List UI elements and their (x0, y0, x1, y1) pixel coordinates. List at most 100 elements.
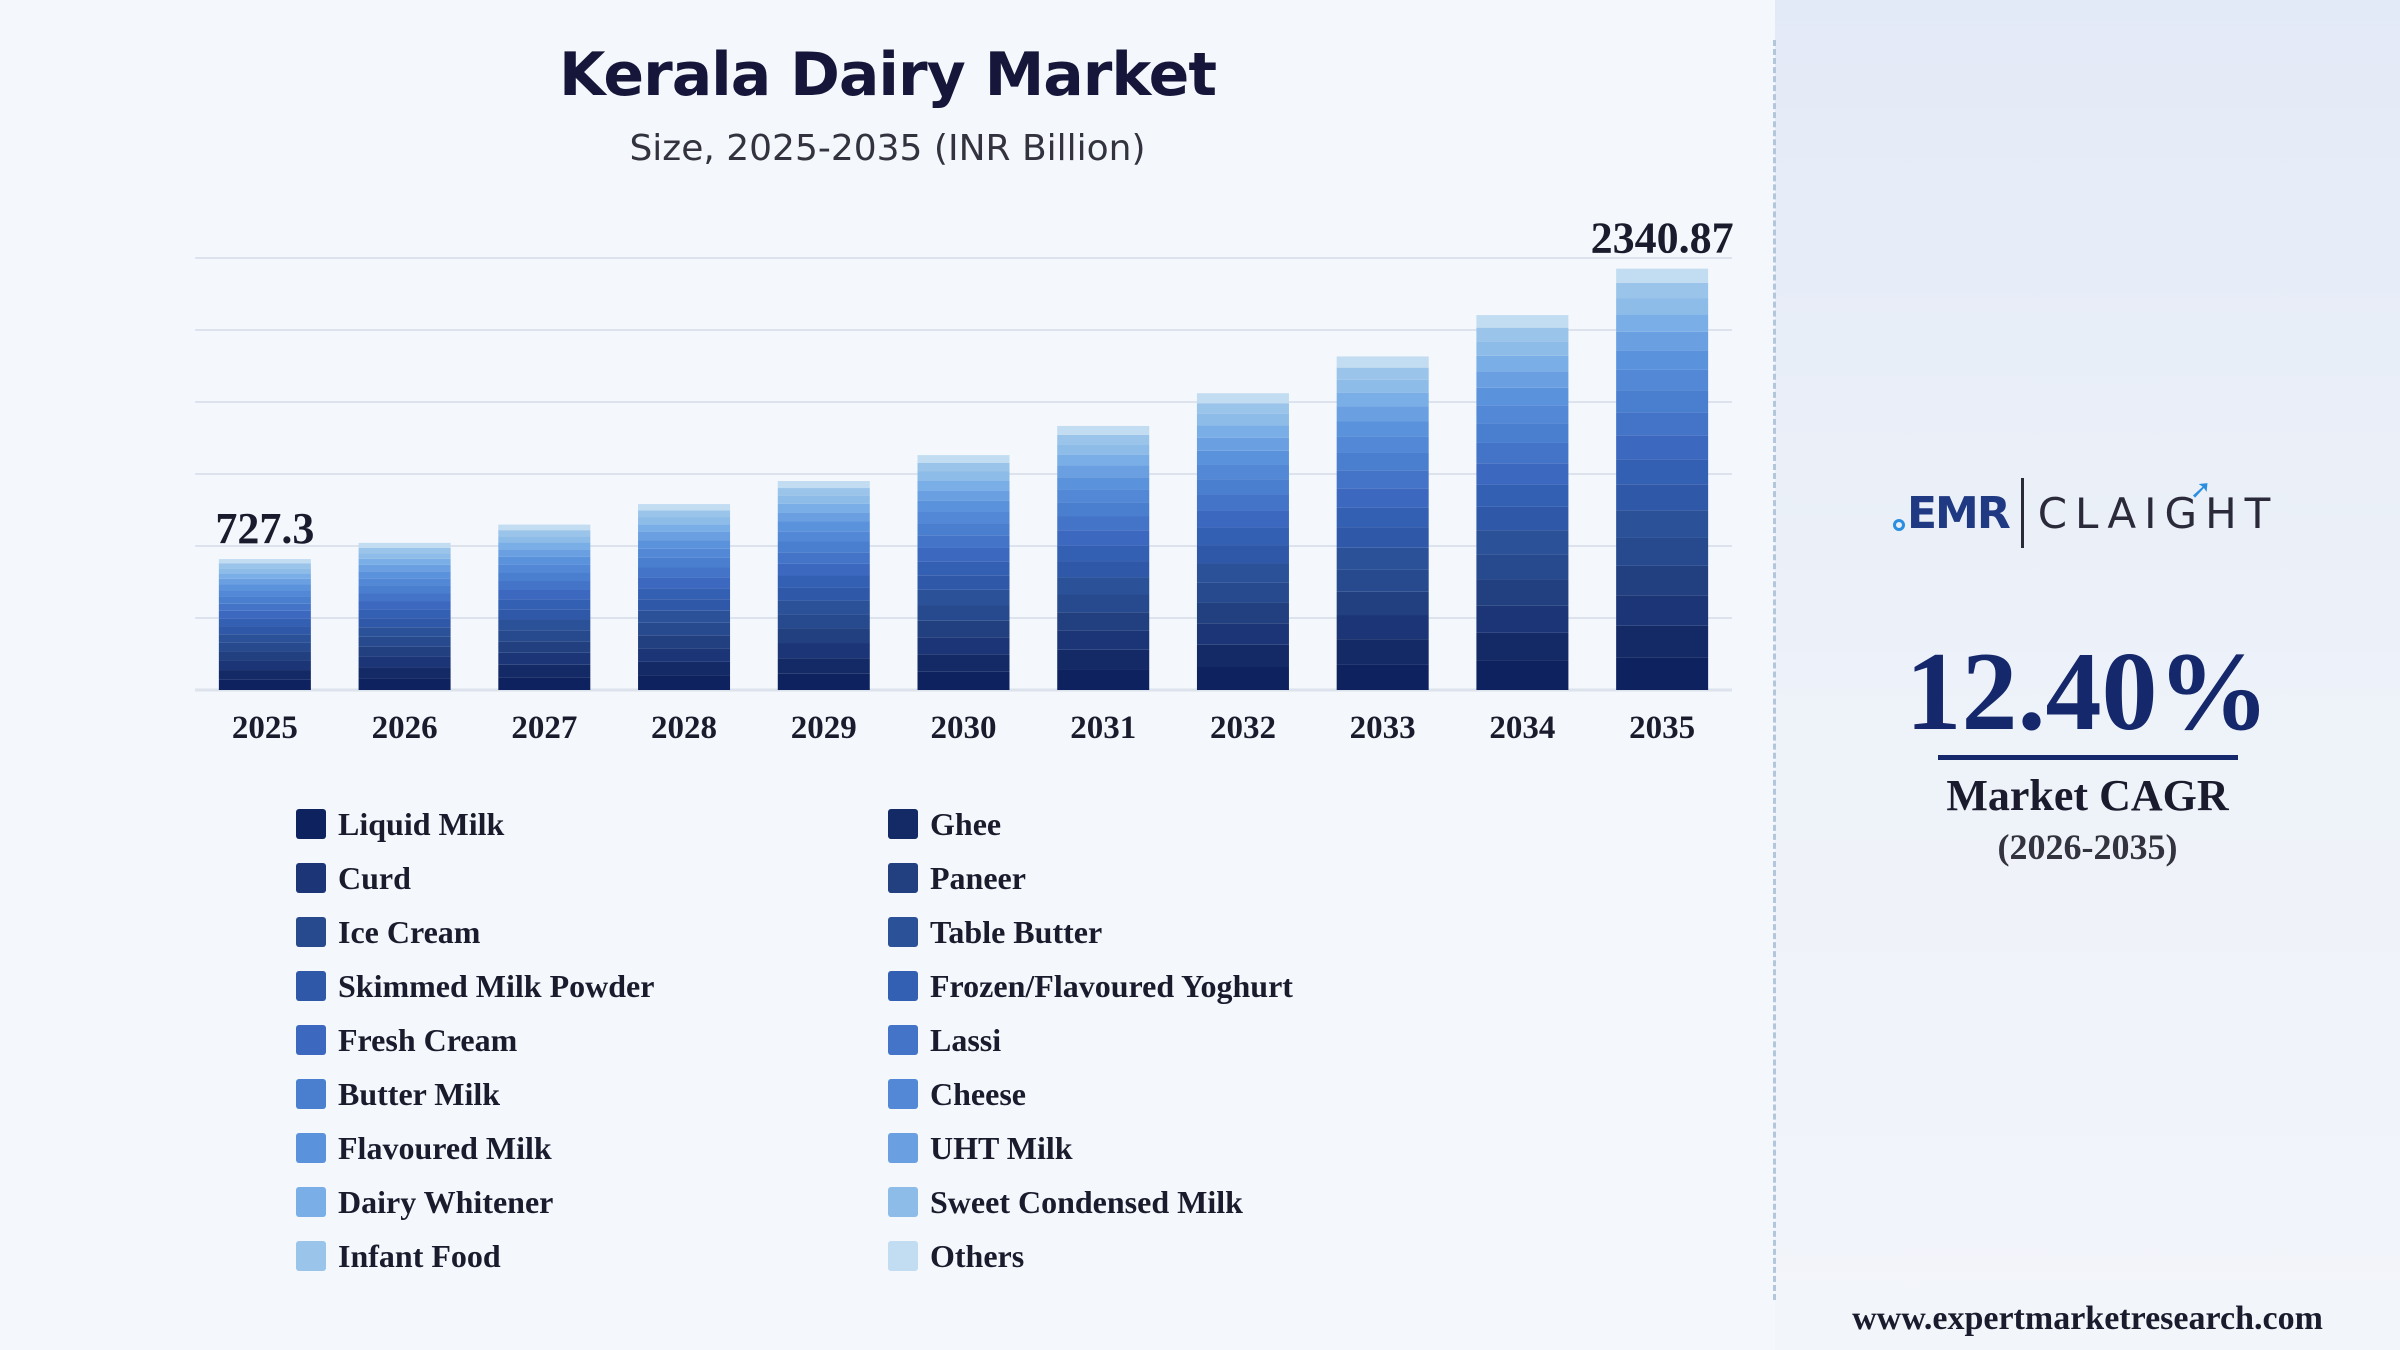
x-tick-label: 2032 (1210, 710, 1276, 746)
legend-swatch (888, 917, 918, 947)
bar-segment (218, 660, 311, 671)
bar-segment (1616, 369, 1709, 391)
legend-swatch (296, 1079, 326, 1109)
bar-segment (917, 480, 1010, 491)
bar-segment (358, 593, 451, 602)
bar-segment (638, 524, 731, 532)
bar-segment (358, 553, 451, 559)
bar-segment (1616, 282, 1709, 299)
bar-segment (638, 557, 731, 568)
bar-segment (638, 675, 731, 690)
bar-segment (777, 503, 870, 513)
bar-segment (777, 600, 870, 615)
bar-segment (1476, 605, 1569, 633)
bar-segment (777, 587, 870, 601)
bar-segment (1476, 632, 1569, 661)
bar-2028 (638, 504, 731, 690)
bar-segment (1196, 527, 1289, 546)
bar-segment (777, 531, 870, 542)
legend-swatch (296, 1133, 326, 1163)
bar-segment (917, 589, 1010, 606)
bar-segment (498, 664, 591, 678)
bar-segment (638, 504, 731, 511)
website-link[interactable]: www.expertmarketresearch.com (1852, 1300, 2323, 1337)
bar-segment (218, 634, 311, 643)
bar-segment (1057, 477, 1150, 490)
bar-segment (1057, 454, 1150, 466)
legend-label: Sweet Condensed Milk (930, 1183, 1243, 1220)
bar-segment (1476, 341, 1569, 356)
bar-segment (1336, 488, 1429, 508)
bar-segment (1057, 561, 1150, 578)
bar-segment (638, 517, 731, 525)
bar-segment (1336, 547, 1429, 570)
bar-segment (1196, 666, 1289, 690)
legend-label: Skimmed Milk Powder (338, 967, 655, 1004)
legend-label: UHT Milk (930, 1129, 1073, 1166)
bar-segment (777, 481, 870, 489)
legend-swatch (888, 1079, 918, 1109)
bar-segment (1336, 591, 1429, 616)
bar-segment (358, 627, 451, 637)
legend-swatch (296, 917, 326, 947)
bar-segment (917, 462, 1010, 472)
bar-segment (218, 590, 311, 597)
bar-segment (1336, 379, 1429, 393)
bar-segment (1476, 660, 1569, 690)
bar-segment (1336, 615, 1429, 640)
bar-segment (1336, 356, 1429, 368)
legend-label: Butter Milk (338, 1075, 501, 1112)
bar-segment (1196, 644, 1289, 667)
bar-segment (218, 568, 311, 574)
bar-segment (358, 609, 451, 619)
bar-segment (917, 535, 1010, 548)
legend-swatch (888, 1025, 918, 1055)
bar-segment (498, 572, 591, 582)
bar-segment (218, 670, 311, 680)
legend-item: Table Butter (888, 914, 1102, 950)
legend-item: Frozen/Flavoured Yoghurt (888, 968, 1293, 1004)
bar-segment (777, 673, 870, 690)
bar-segment (498, 589, 591, 600)
bar-2029 (777, 481, 870, 690)
bar-segment (917, 455, 1010, 463)
legend-label: Curd (338, 859, 411, 896)
bar-segment (358, 656, 451, 668)
bar-segment (498, 630, 591, 642)
legend-item: Liquid Milk (296, 806, 504, 842)
bar-segment (1057, 612, 1150, 631)
bar-segment (358, 547, 451, 554)
bar-segment (218, 651, 311, 661)
bar-2030 (917, 455, 1010, 690)
bar-segment (777, 552, 870, 564)
bar-segment (777, 541, 870, 553)
bar-segment (1336, 507, 1429, 528)
legend-label: Liquid Milk (338, 805, 505, 842)
legend-item: Paneer (888, 860, 1026, 896)
bar-segment (917, 561, 1010, 576)
legend-swatch (296, 1025, 326, 1055)
bar-segment (638, 661, 731, 676)
bar-segment (917, 637, 1010, 655)
bar-segment (1057, 502, 1150, 517)
bar-2025 (218, 559, 311, 690)
bar-segment (1476, 327, 1569, 342)
legend-label: Paneer (930, 859, 1026, 896)
bar-segment (1196, 545, 1289, 564)
bar-2033 (1336, 356, 1429, 690)
bar-segment (777, 521, 870, 532)
bar-segment (1196, 563, 1289, 583)
x-tick-label: 2026 (372, 710, 438, 746)
x-tick-label: 2025 (232, 710, 298, 746)
bar-segment (1057, 669, 1150, 690)
bar-segment (638, 610, 731, 623)
legend-item: Skimmed Milk Powder (296, 968, 654, 1004)
cagr-label: Market CAGR (1946, 771, 2229, 820)
bar-segment (1616, 565, 1709, 596)
panel-divider (1773, 40, 1776, 1300)
cagr-value: 12.40% (1905, 630, 2270, 754)
bar-segment (358, 564, 451, 572)
summary-panel (1775, 0, 2400, 1350)
bar-segment (218, 618, 311, 627)
bar-segment (1616, 625, 1709, 658)
